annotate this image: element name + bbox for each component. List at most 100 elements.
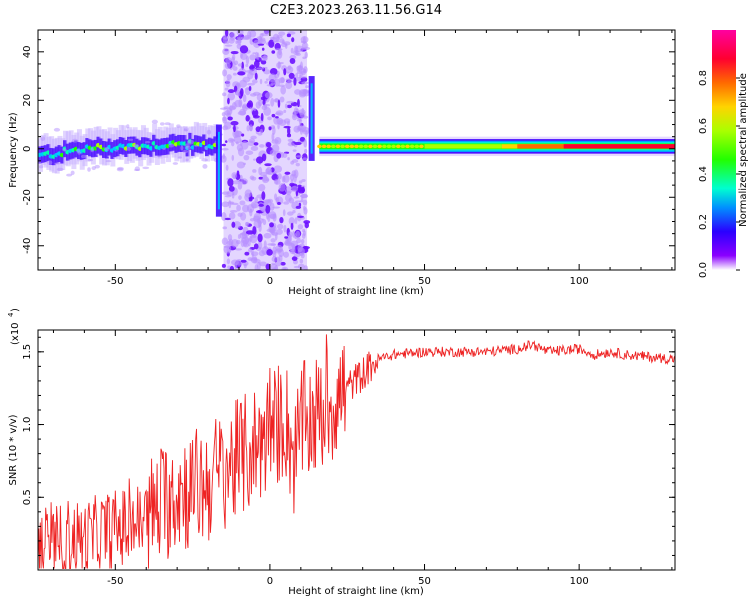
noise-speckle (264, 163, 272, 167)
y-tick-label: -40 (22, 238, 33, 254)
noise-speckle (303, 205, 306, 211)
noise-speckle (293, 196, 300, 199)
noise-speckle (258, 176, 264, 180)
noise-speckle (221, 143, 227, 147)
spectrogram-x-ticks: -50 0 50 100 (52, 30, 673, 287)
noise-speckle (231, 259, 239, 266)
spectral-speckle (144, 141, 151, 144)
noise-speckle (259, 144, 265, 148)
noise-speckle (298, 119, 302, 125)
noise-speckle (266, 84, 274, 87)
noise-speckle (239, 45, 249, 54)
noise-speckle (238, 195, 242, 200)
noise-speckle (237, 63, 243, 67)
noise-speckle (224, 87, 229, 91)
spectral-speckle (142, 166, 150, 170)
spectral-speckle (126, 124, 130, 129)
noise-speckle (295, 162, 300, 167)
noise-speckle (228, 212, 236, 220)
noise-speckle (270, 238, 276, 243)
noise-speckle (233, 60, 239, 66)
noise-speckle (276, 223, 284, 230)
noise-speckle (269, 222, 274, 228)
noise-speckle (276, 152, 282, 159)
spectral-speckle (116, 167, 124, 172)
spectral-core (391, 144, 396, 149)
snr-y-ticks: 0.5 1.0 1.5 (22, 336, 675, 556)
noise-speckle (288, 197, 295, 204)
noise-speckle (251, 109, 259, 118)
spectral-core (368, 144, 373, 149)
noise-speckle (288, 231, 293, 238)
noise-speckle (222, 37, 228, 44)
noise-speckle (253, 158, 257, 161)
x-tick-label: -50 (107, 576, 123, 587)
spectral-core (326, 144, 331, 149)
noise-speckle (275, 112, 282, 116)
noise-speckle (300, 185, 306, 188)
noise-speckle (224, 195, 232, 198)
snr-x-ticks: -50 0 50 100 (52, 330, 673, 587)
noise-speckle (283, 251, 290, 258)
noise-speckle (231, 172, 238, 179)
spectral-peak (424, 144, 502, 149)
noise-speckle (277, 99, 281, 108)
spectral-speckle (126, 146, 132, 151)
noise-speckle (249, 65, 255, 70)
noise-speckle (293, 77, 297, 86)
noise-speckle (269, 213, 277, 220)
noise-speckle (237, 37, 242, 46)
snr-panel: -50 0 50 100 0.5 1.0 1.5 Height of straight l… (7, 308, 676, 597)
noise-speckle (224, 44, 233, 47)
noise-speckle (265, 166, 273, 175)
noise-speckle (283, 109, 287, 113)
noise-speckle (301, 178, 306, 182)
x-tick-label: 0 (267, 576, 273, 587)
noise-speckle (236, 161, 246, 169)
noise-speckle (246, 125, 250, 132)
noise-speckle (253, 39, 261, 49)
noise-speckle (250, 135, 257, 140)
noise-speckle (292, 210, 296, 214)
noise-speckle (262, 98, 266, 106)
noise-speckle (247, 140, 255, 146)
snr-series-line (38, 334, 675, 569)
noise-speckle (277, 173, 282, 180)
noise-speckle (236, 170, 240, 177)
noise-speckle (219, 107, 228, 110)
noise-speckle (288, 72, 295, 80)
noise-speckle (300, 193, 308, 199)
noise-speckle (287, 126, 291, 136)
spectral-speckle (201, 158, 209, 162)
snr-y-label: SNR (10 * v/v) (8, 414, 19, 485)
spectral-core (386, 144, 392, 149)
noise-speckle (290, 249, 294, 252)
noise-speckle (241, 140, 249, 150)
colorbar-tick-label: 0.6 (698, 118, 709, 134)
noise-speckle (226, 108, 233, 116)
noise-speckle (301, 186, 305, 193)
noise-speckle (233, 130, 242, 138)
noise-speckle (226, 258, 231, 265)
noise-speckle (276, 228, 283, 235)
spectral-core (354, 144, 359, 149)
noise-speckle (237, 212, 243, 217)
noise-speckle (263, 240, 267, 250)
spectral-speckle (180, 145, 184, 151)
noise-speckle (272, 126, 276, 135)
noise-speckle (278, 31, 286, 36)
noise-speckle (252, 52, 257, 55)
noise-speckle (260, 96, 265, 101)
edge-streak-core (217, 131, 220, 210)
noise-speckle (276, 62, 282, 69)
colorbar-ticks: 0.0 0.2 0.4 0.6 0.8 (698, 70, 740, 278)
noise-speckle (282, 174, 290, 183)
noise-speckle (257, 43, 265, 46)
spectral-speckle (133, 168, 141, 172)
noise-speckle (252, 115, 260, 119)
noise-speckle (250, 145, 259, 152)
spectral-core (340, 144, 345, 149)
noise-speckle (286, 133, 292, 138)
noise-speckle (245, 221, 250, 226)
